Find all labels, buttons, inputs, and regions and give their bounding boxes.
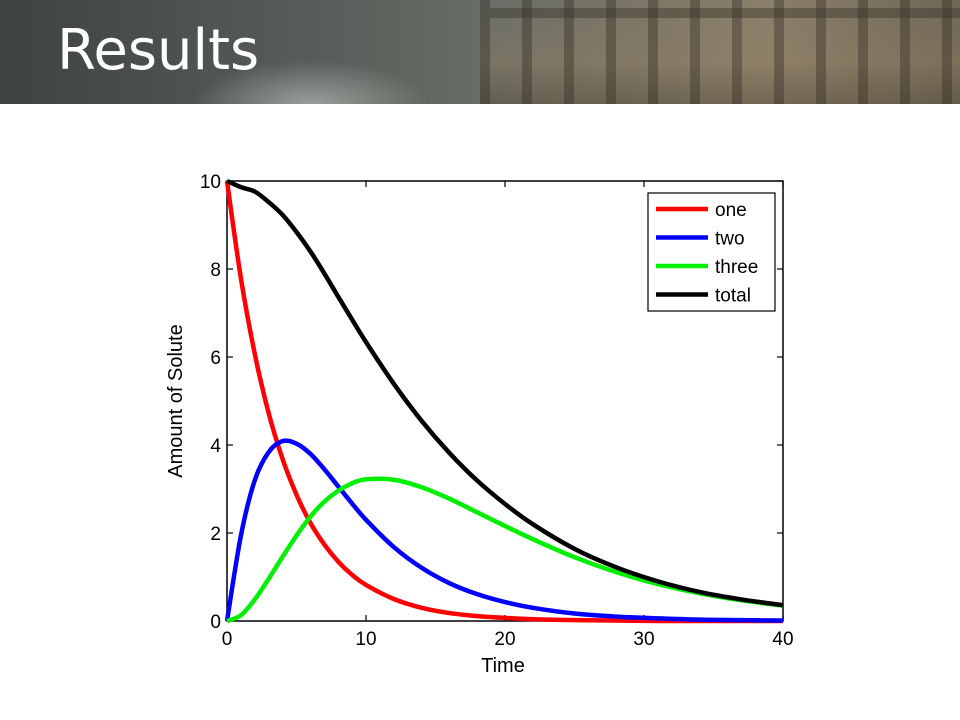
- series-line-total: [226, 178, 784, 608]
- y-tick-label: 8: [210, 260, 221, 281]
- series-line-one: [224, 180, 783, 624]
- slide-title: Results: [57, 18, 260, 83]
- x-tick-label: 0: [222, 629, 233, 650]
- series-line-two: [224, 438, 784, 623]
- header-building-cornice: [490, 8, 960, 18]
- y-tick-label: 10: [200, 172, 221, 193]
- header-building-background: [480, 0, 960, 104]
- x-axis-label: Time: [481, 655, 525, 677]
- y-tick-label: 2: [210, 524, 221, 545]
- x-tick-label: 40: [772, 629, 793, 650]
- legend-box: [647, 192, 776, 312]
- y-tick-label: 6: [210, 348, 221, 369]
- legend-label-three: three: [715, 257, 758, 278]
- legend-label-one: one: [715, 200, 747, 221]
- x-tick-label: 30: [633, 629, 654, 650]
- y-axis-label: Amount of Solute: [165, 324, 187, 477]
- legend-label-total: total: [715, 286, 751, 307]
- series-line-three: [226, 476, 784, 624]
- slide-header: Results: [0, 0, 960, 104]
- y-tick-label: 0: [210, 612, 221, 633]
- y-tick-label: 4: [210, 436, 221, 457]
- legend-label-two: two: [715, 229, 745, 250]
- x-tick-label: 20: [494, 629, 515, 650]
- x-tick-label: 10: [355, 629, 376, 650]
